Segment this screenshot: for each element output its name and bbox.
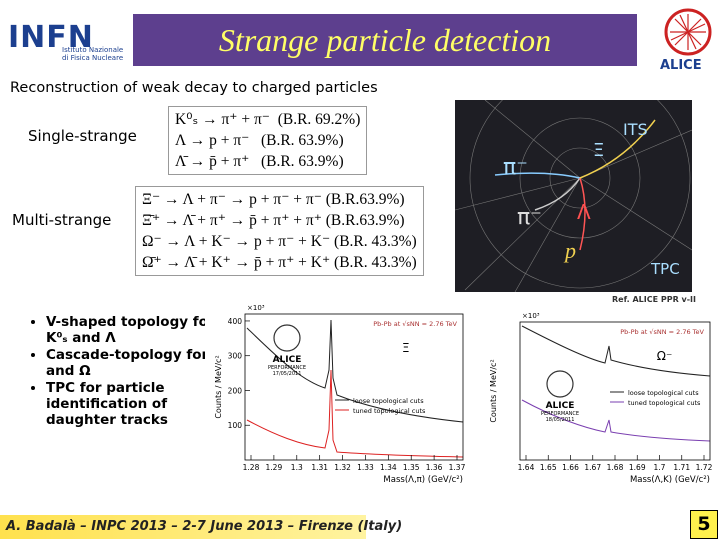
bullet: V-shaped topology for K⁰ₛ and Λ [46,314,231,346]
particle-label: Ω⁻ [657,349,673,363]
particle-label: Ξ [402,341,410,355]
x-tick-label: 1.71 [673,463,690,472]
x-tick-label: 1.68 [607,463,624,472]
multi-decays: Ξ⁻ → Λ + π⁻ → p + π⁻ + π⁻ (B.R.63.9%) Ξ̄⁺… [135,186,424,276]
x-tick-label: 1.67 [584,463,601,472]
page-number: 5 [690,510,718,539]
x-tick-label: 1.32 [334,463,351,472]
alice-emblem [273,324,301,352]
omega-mass-plot: 1.64 1.65 1.66 1.67 1.68 1.69 1.7 1.71 1.72 ×10³ C… [485,308,717,488]
x-tick-label: 1.64 [518,463,535,472]
legend-label: loose topological cuts [628,389,699,397]
alice-logo-caption: PERFORMANCE [541,411,579,417]
plot-frame [244,313,464,461]
x-tick-label: 1.7 [654,463,666,472]
infn-subtitle: Istituto Nazionale di Fisica Nucleare [62,46,123,62]
x-tick-label: 1.3 [291,463,303,472]
single-decays: K⁰ₛ → π⁺ + π⁻ (B.R. 69.2%) Λ → p + π⁻ (B.… [168,106,368,175]
x-axis-label: Mass(Λ,π) (GeV/c²) [383,475,463,485]
xi-mass-plot: 1.28 1.29 1.3 1.31 1.32 1.33 1.34 1.35 1.36 1.37 1… [205,300,470,488]
alice-logo-date: 18/05/2011 [546,417,575,423]
alice-logo-text: ALICE [660,58,702,73]
slide-title: Strange particle detection [133,14,637,66]
y-multiplier: ×10³ [522,312,540,320]
decay-line: Λ̄ → p̄ + π⁺ (B.R. 63.9%) [175,153,344,170]
infn-logo: INFN [8,20,94,55]
x-tick-label: 1.36 [426,463,443,472]
x-tick-label: 1.28 [243,463,260,472]
intro-text: Reconstruction of weak decay to charged … [10,80,378,96]
footer-bar [0,515,366,539]
decay-line: Ω̄⁺ → Λ̄ + K⁺ → p̄ + π⁺ + K⁺ (B.R. 43.3%… [142,254,417,271]
decay-line: K⁰ₛ → π⁺ + π⁻ (B.R. 69.2%) [175,111,361,128]
alice-logo-caption: PERFORMANCE [268,365,306,371]
infn-subtitle-line: di Fisica Nucleare [62,54,124,62]
x-tick-label: 1.66 [562,463,579,472]
legend-label: loose topological cuts [353,397,424,405]
system-label: Pb-Pb at √sNN = 2.76 TeV [373,320,457,328]
single-label: Single-strange [28,127,137,145]
event-label: Λ [577,200,591,224]
event-display: ITS Ξ π⁻ π⁻ Λ p TPC [454,67,693,293]
alice-emblem [546,370,574,398]
alice-logo-name: ALICE [546,401,575,411]
bullet: Cascade-topology for Ξ and Ω [46,347,231,379]
event-label: π⁻ [517,205,542,230]
system-label: Pb-Pb at √sNN = 2.76 TeV [620,328,704,336]
y-axis-label: Counts / MeV/c² [214,355,223,418]
event-reference: Ref. ALICE PPR v-II [612,295,696,304]
bullet-list: V-shaped topology for K⁰ₛ and Λ Cascade-… [18,314,231,429]
footer-text: A. Badalà – INPC 2013 – 2-7 June 2013 – … [6,519,403,534]
event-label: TPC [651,260,680,278]
x-tick-label: 1.72 [696,463,713,472]
legend-label: tuned topological cuts [353,407,426,415]
multi-label: Multi-strange [12,211,112,229]
x-tick-label: 1.37 [449,463,466,472]
y-tick-label: 300 [228,352,243,361]
y-tick-label: 200 [228,386,243,395]
alice-logo-date: 17/05/2011 [273,371,302,377]
x-tick-label: 1.33 [357,463,374,472]
x-tick-label: 1.29 [266,463,283,472]
y-multiplier: ×10³ [247,304,265,312]
x-tick-label: 1.69 [629,463,646,472]
x-tick-label: 1.31 [311,463,328,472]
x-tick-label: 1.65 [540,463,557,472]
alice-emblem [664,8,712,56]
event-label: π⁻ [503,155,528,180]
x-axis-label: Mass(Λ,K) (GeV/c²) [630,475,710,485]
x-tick-label: 1.35 [403,463,420,472]
event-label: ITS [623,120,648,139]
decay-line: Ω⁻ → Λ + K⁻ → p + π⁻ + K⁻ (B.R. 43.3%) [142,233,417,250]
infn-subtitle-line: Istituto Nazionale [62,46,124,54]
y-tick-label: 100 [228,421,243,430]
legend-label: tuned topological cuts [628,399,701,407]
decay-line: Ξ̄⁺ → Λ̄ + π⁺ → p̄ + π⁺ + π⁺ (B.R.63.9%) [142,212,405,229]
decay-line: Λ → p + π⁻ (B.R. 63.9%) [175,132,344,149]
alice-logo-name: ALICE [273,355,302,365]
y-axis-label: Counts / MeV/c² [489,359,498,422]
x-tick-label: 1.34 [380,463,397,472]
y-tick-label: 400 [228,317,243,326]
event-label: p [565,238,576,263]
decay-line: Ξ⁻ → Λ + π⁻ → p + π⁻ + π⁻ (B.R.63.9%) [142,191,405,208]
bullet: TPC for particle identification of daugh… [46,380,231,428]
event-display-drawing [454,67,693,293]
event-label: Ξ [593,140,605,161]
